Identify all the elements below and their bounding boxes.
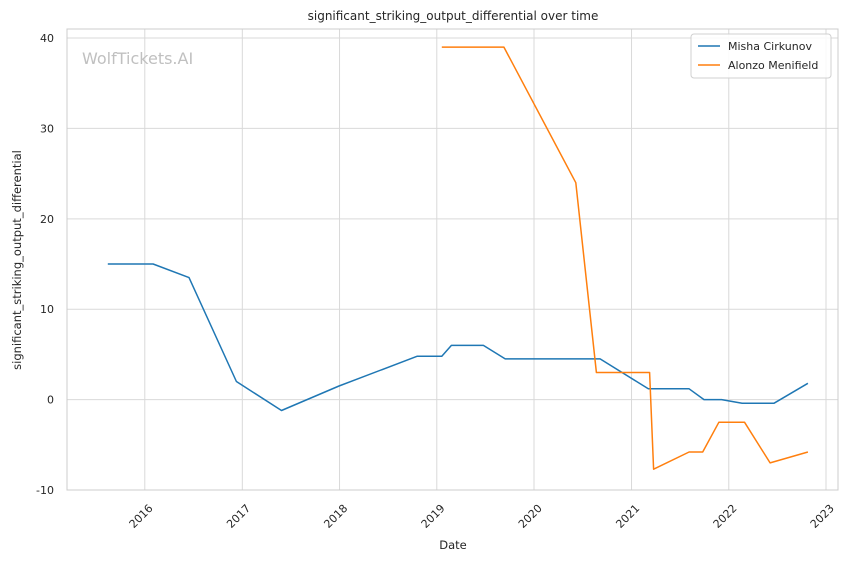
plot-area-frame (66, 28, 839, 491)
y-axis-ticks: -10 0 10 20 30 40 (36, 32, 54, 497)
series-line-2 (441, 46, 809, 470)
y-tick-label: 10 (40, 303, 54, 316)
legend-box (690, 33, 832, 79)
series-line-1 (107, 263, 809, 412)
y-axis-title: significant_striking_output_differential (10, 150, 24, 370)
legend-label: Alonzo Menifield (728, 59, 818, 72)
y-tick-label: 0 (47, 394, 54, 407)
legend: Misha Cirkunov Alonzo Menifield (690, 33, 832, 79)
y-tick-label: 40 (40, 32, 54, 45)
chart-title: significant_striking_output_differential… (308, 9, 599, 23)
watermark-text: WolfTickets.AI (82, 49, 193, 68)
y-tick-label: -10 (36, 484, 54, 497)
series-layer (107, 46, 809, 470)
legend-label: Misha Cirkunov (728, 40, 812, 53)
x-axis-title: Date (439, 538, 467, 552)
y-tick-label: 30 (40, 122, 54, 135)
y-tick-label: 20 (40, 213, 54, 226)
